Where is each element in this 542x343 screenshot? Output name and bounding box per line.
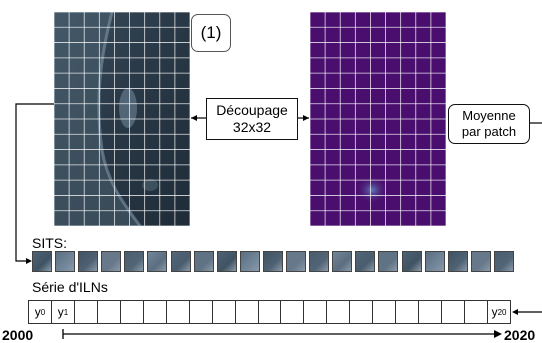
sits-thumbnail bbox=[101, 251, 122, 272]
series-cell bbox=[259, 301, 282, 323]
series-cell bbox=[327, 301, 351, 323]
series-cell bbox=[350, 301, 374, 323]
sits-thumbnail bbox=[355, 251, 376, 272]
series-cell bbox=[190, 301, 213, 323]
series-cell bbox=[167, 301, 190, 323]
sits-thumbnail bbox=[424, 251, 445, 272]
sits-thumbnail bbox=[447, 251, 468, 272]
step-number-badge: (1) bbox=[191, 14, 231, 52]
sits-thumbnail bbox=[239, 251, 260, 272]
series-cell bbox=[144, 301, 167, 323]
patch-grid bbox=[53, 11, 191, 227]
sits-thumbnail bbox=[470, 251, 491, 272]
sits-thumbnail bbox=[170, 251, 191, 272]
series-cell bbox=[121, 301, 144, 323]
timeline-end-year: 2020 bbox=[504, 327, 536, 343]
timeline-arrow bbox=[62, 329, 502, 339]
series-cell bbox=[281, 301, 305, 323]
series-cell bbox=[98, 301, 121, 323]
series-cell bbox=[236, 301, 259, 323]
sits-thumbnail-strip bbox=[32, 251, 522, 272]
sits-thumbnail bbox=[286, 251, 307, 272]
decoupage-label: Découpage bbox=[216, 102, 288, 118]
series-cell bbox=[396, 301, 420, 323]
sits-thumbnail bbox=[401, 251, 422, 272]
sits-thumbnail bbox=[332, 251, 353, 272]
sits-thumbnail bbox=[32, 251, 52, 272]
sits-thumbnail bbox=[55, 251, 76, 272]
sits-thumbnail bbox=[193, 251, 214, 272]
series-connector bbox=[512, 122, 542, 315]
sits-thumbnail bbox=[378, 251, 399, 272]
satellite-image bbox=[53, 11, 191, 227]
series-cell bbox=[419, 301, 443, 323]
series-label: Série d'ILNs bbox=[32, 279, 108, 295]
sits-thumbnail bbox=[124, 251, 145, 272]
moyenne-box: Moyenne par patch bbox=[448, 104, 530, 144]
patch-mean-map bbox=[309, 11, 447, 227]
decoupage-size: 32x32 bbox=[232, 119, 272, 135]
series-cell bbox=[465, 301, 489, 323]
series-cell bbox=[304, 301, 328, 323]
sits-thumbnail bbox=[216, 251, 237, 272]
decoupage-arrows bbox=[191, 115, 309, 121]
sits-thumbnail bbox=[262, 251, 283, 272]
sits-connector bbox=[15, 103, 54, 264]
series-cell bbox=[213, 301, 236, 323]
series-cell bbox=[75, 301, 98, 323]
moyenne-sublabel: par patch bbox=[461, 124, 517, 139]
patch-grid-mean bbox=[309, 11, 447, 227]
moyenne-label: Moyenne bbox=[462, 108, 516, 123]
series-cell-last: y 20 bbox=[491, 305, 507, 319]
decoupage-box: Découpage 32x32 bbox=[206, 98, 298, 140]
series-cell bbox=[373, 301, 397, 323]
series-cell bbox=[442, 301, 466, 323]
sits-thumbnail bbox=[493, 251, 514, 272]
sits-label: SITS: bbox=[32, 235, 68, 251]
sits-thumbnail bbox=[78, 251, 99, 272]
sits-thumbnail bbox=[309, 251, 330, 272]
sits-thumbnail bbox=[147, 251, 168, 272]
timeline-start-year: 2000 bbox=[2, 327, 34, 343]
